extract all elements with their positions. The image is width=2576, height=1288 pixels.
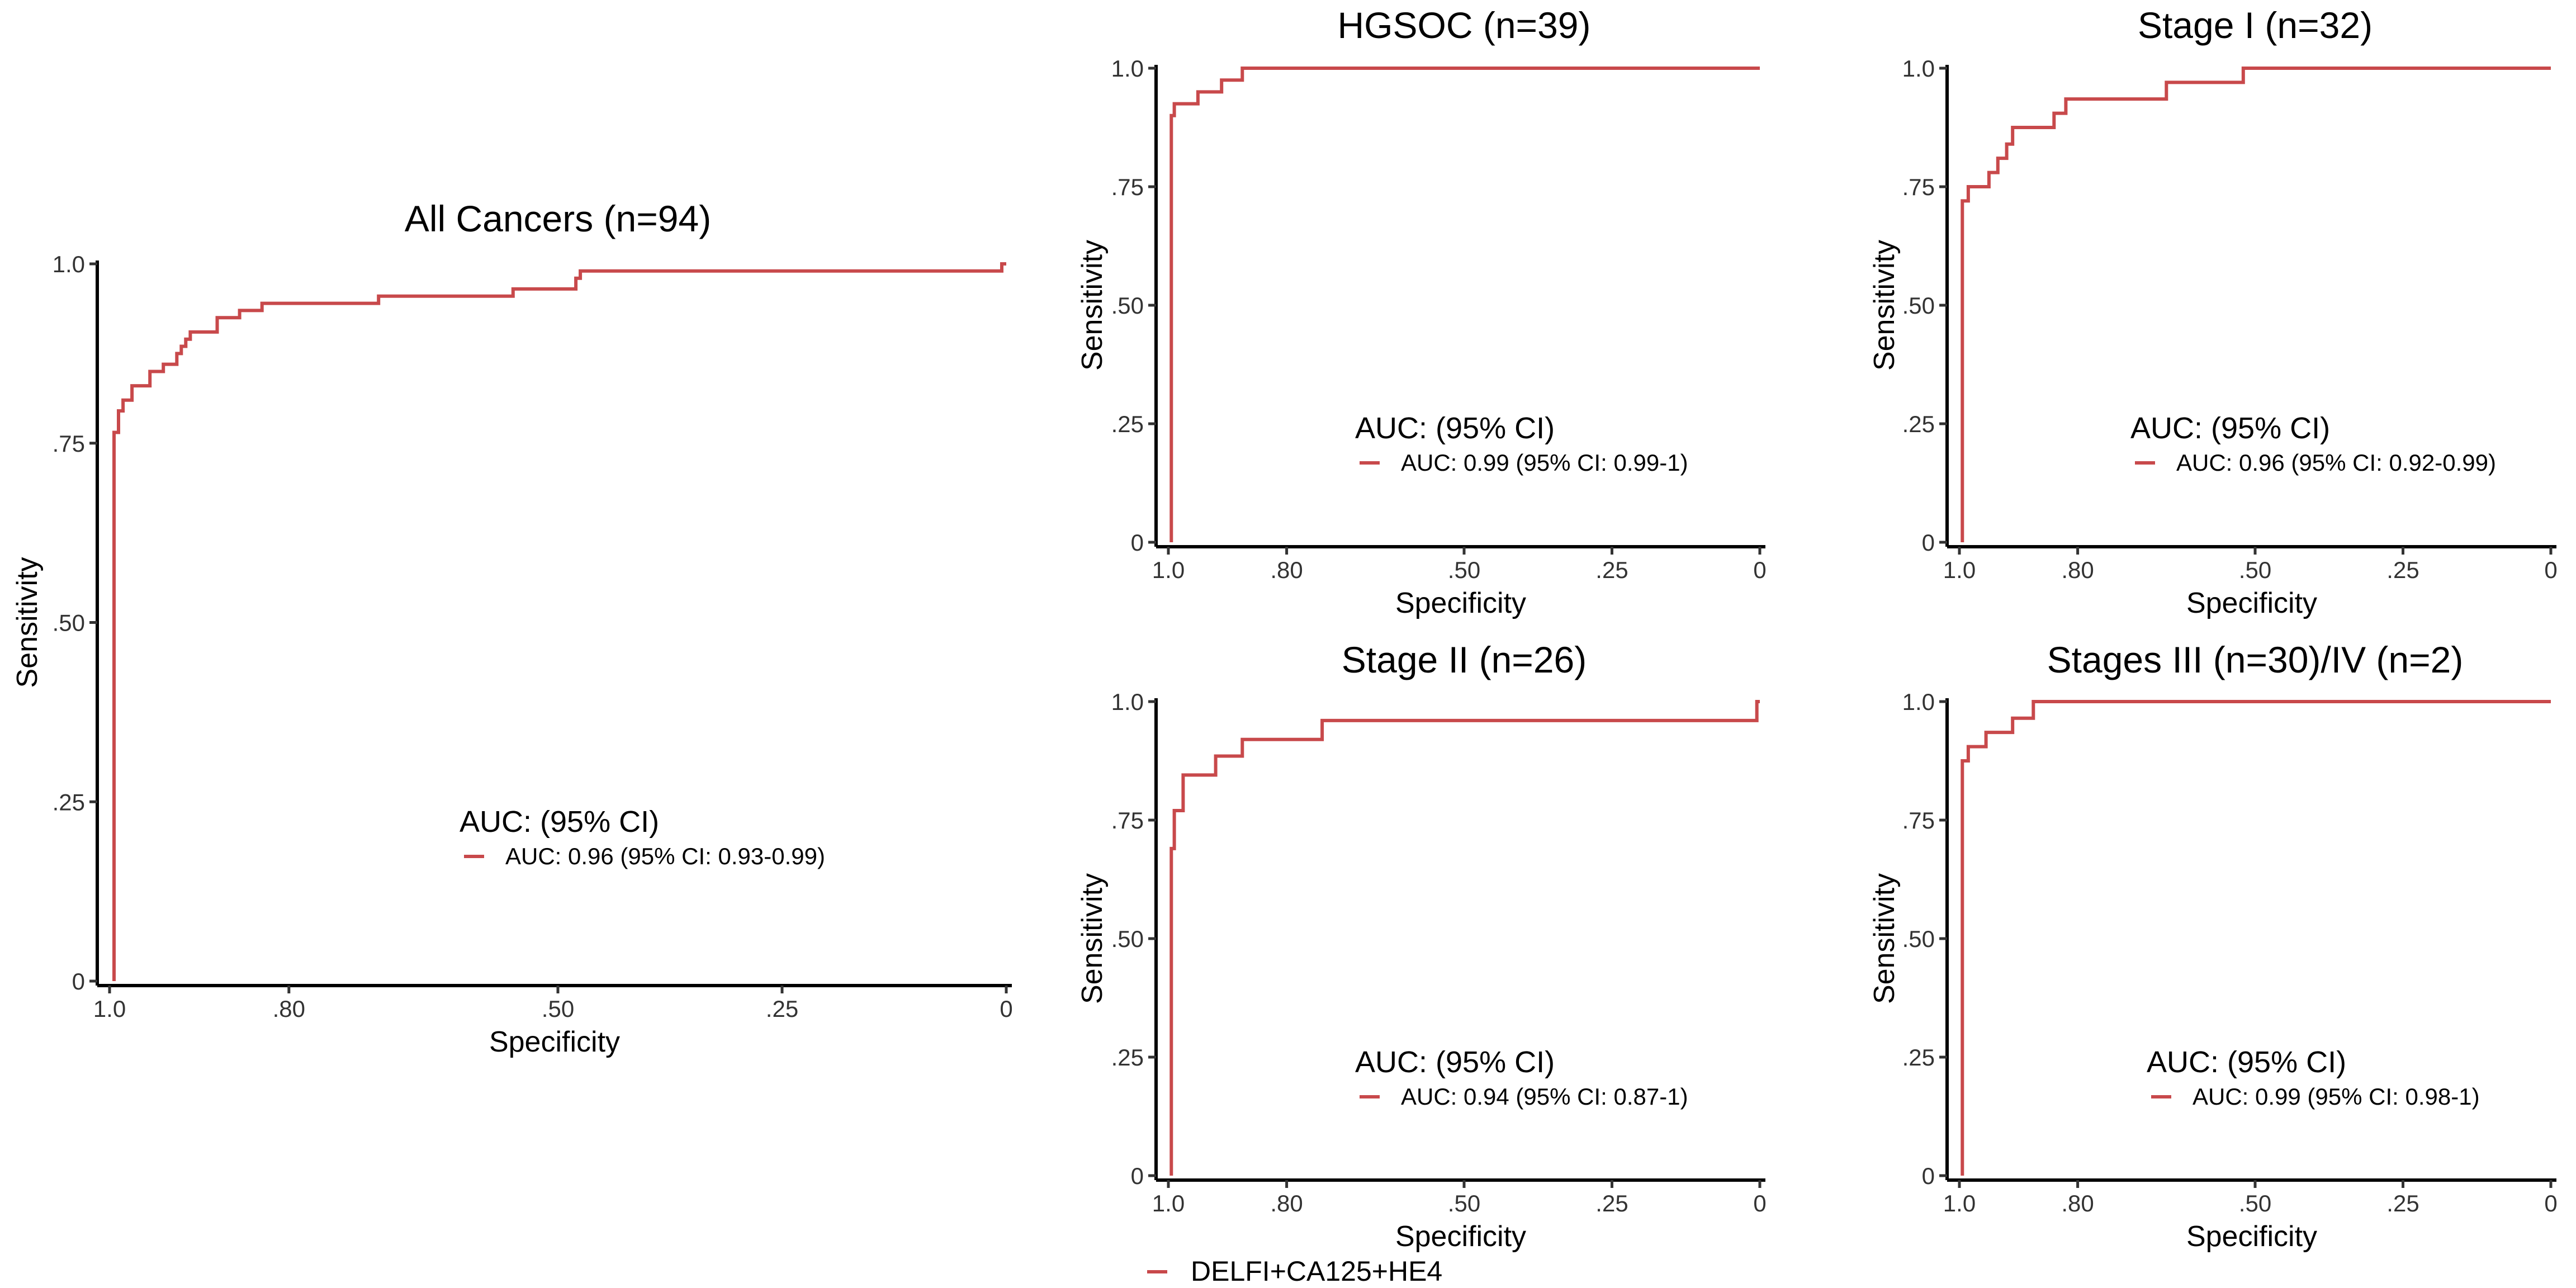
chart-panels: All Cancers (n=94) 0 .25 .50 .75 1.0 1.0 .80 .50…	[11, 4, 2558, 1253]
x-tick-label: .80	[273, 996, 305, 1022]
x-tick-label: .50	[2239, 557, 2271, 583]
y-axis-title: Sensitivity	[11, 557, 44, 688]
legend-item-label: AUC: 0.99 (95% CI: 0.99-1)	[1401, 449, 1688, 476]
chart-title: HGSOC (n=39)	[1338, 4, 1591, 46]
x-tick-label: 0	[2544, 557, 2557, 583]
figure-legend-label: DELFI+CA125+HE4	[1191, 1256, 1442, 1287]
chart-panel: Stage II (n=26) 0 .25 .50 .75 1.0 1.0 .80 .50 .25…	[1076, 639, 1767, 1253]
y-tick-label: 0	[1922, 529, 1935, 556]
legend-item-label: AUC: 0.96 (95% CI: 0.93-0.99)	[505, 843, 825, 869]
x-tick-label: .25	[1595, 1190, 1628, 1216]
legend-item-label: AUC: 0.99 (95% CI: 0.98-1)	[2193, 1083, 2480, 1110]
figure-legend: DELFI+CA125+HE4	[1147, 1256, 1442, 1287]
x-tick-label: .50	[542, 996, 574, 1022]
y-tick-label: .50	[53, 610, 85, 636]
y-tick-label: .25	[53, 789, 85, 815]
y-axis-title: Sensitivity	[1076, 240, 1109, 371]
y-tick-label: .50	[1111, 926, 1144, 952]
y-tick-label: .25	[1902, 1044, 1935, 1071]
y-tick-label: 1.0	[1111, 55, 1144, 82]
roc-curve-line	[1169, 67, 1760, 542]
x-tick-label: 1.0	[1152, 557, 1185, 583]
y-tick-label: .50	[1902, 926, 1935, 952]
y-tick-label: .25	[1111, 411, 1144, 437]
x-tick-label: 1.0	[93, 996, 126, 1022]
x-tick-label: .50	[1448, 557, 1480, 583]
chart-title: Stage II (n=26)	[1342, 639, 1587, 680]
roc-curve-line	[1961, 67, 2551, 542]
x-tick-label: 1.0	[1152, 1190, 1185, 1216]
x-tick-label: .25	[2386, 1190, 2419, 1216]
y-tick-label: 0	[1131, 1163, 1144, 1189]
y-tick-label: .25	[1111, 1044, 1144, 1071]
roc-curve-line	[112, 262, 1006, 981]
y-axis-title: Sensitivity	[1868, 873, 1901, 1004]
y-tick-label: 1.0	[53, 251, 85, 277]
legend-title: AUC: (95% CI)	[1355, 411, 1555, 445]
x-axis-title: Specificity	[1395, 587, 1526, 619]
legend-title: AUC: (95% CI)	[1355, 1045, 1555, 1079]
y-axis-title: Sensitivity	[1076, 873, 1109, 1004]
chart-panel: Stage I (n=32) 0 .25 .50 .75 1.0 1.0 .80 .50 .25 0…	[1868, 4, 2558, 619]
chart-panel: Stages III (n=30)/IV (n=2) 0 .25 .50 .75 1.0 1…	[1868, 639, 2558, 1253]
x-tick-label: .80	[2061, 1190, 2094, 1216]
x-axis-title: Specificity	[2186, 587, 2317, 619]
y-tick-label: .75	[1111, 174, 1144, 200]
roc-curve-line	[1169, 700, 1760, 1176]
y-tick-label: 1.0	[1902, 689, 1935, 715]
x-axis-title: Specificity	[2186, 1220, 2317, 1253]
x-tick-label: .50	[1448, 1190, 1480, 1216]
y-tick-label: 1.0	[1111, 689, 1144, 715]
legend-item-label: AUC: 0.96 (95% CI: 0.92-0.99)	[2176, 449, 2496, 476]
y-tick-label: .50	[1902, 292, 1935, 319]
legend-title: AUC: (95% CI)	[460, 805, 659, 839]
x-tick-label: .25	[1595, 557, 1628, 583]
chart-title: All Cancers (n=94)	[405, 198, 711, 239]
legend-item-label: AUC: 0.94 (95% CI: 0.87-1)	[1401, 1083, 1688, 1110]
x-tick-label: .25	[766, 996, 798, 1022]
chart-panel: HGSOC (n=39) 0 .25 .50 .75 1.0 1.0 .80 .50 .25 0 Sp…	[1076, 4, 1767, 619]
y-axis-title: Sensitivity	[1868, 240, 1901, 371]
y-tick-label: .75	[1111, 807, 1144, 834]
chart-title: Stages III (n=30)/IV (n=2)	[2047, 639, 2464, 680]
y-tick-label: 0	[1922, 1163, 1935, 1189]
legend-title: AUC: (95% CI)	[2130, 411, 2330, 445]
y-tick-label: 0	[72, 968, 85, 995]
y-tick-label: 0	[1131, 529, 1144, 556]
x-tick-label: 0	[1753, 557, 1766, 583]
x-axis-title: Specificity	[1395, 1220, 1526, 1253]
legend-title: AUC: (95% CI)	[2147, 1045, 2346, 1079]
x-tick-label: 1.0	[1943, 557, 1976, 583]
y-tick-label: .75	[1902, 174, 1935, 200]
chart-panel: All Cancers (n=94) 0 .25 .50 .75 1.0 1.0 .80 .50…	[11, 198, 1013, 1058]
x-tick-label: .80	[1270, 557, 1303, 583]
roc-curve-line	[1961, 700, 2551, 1176]
chart-title: Stage I (n=32)	[2138, 4, 2373, 46]
y-tick-label: 1.0	[1902, 55, 1935, 82]
y-tick-label: .75	[53, 430, 85, 457]
x-tick-label: .25	[2386, 557, 2419, 583]
y-tick-label: .25	[1902, 411, 1935, 437]
x-tick-label: 0	[2544, 1190, 2557, 1216]
x-axis-title: Specificity	[489, 1026, 620, 1058]
x-tick-label: .80	[2061, 557, 2094, 583]
y-tick-label: .50	[1111, 292, 1144, 319]
x-tick-label: 0	[1000, 996, 1012, 1022]
x-tick-label: .80	[1270, 1190, 1303, 1216]
x-tick-label: .50	[2239, 1190, 2271, 1216]
y-tick-label: .75	[1902, 807, 1935, 834]
x-tick-label: 1.0	[1943, 1190, 1976, 1216]
x-tick-label: 0	[1753, 1190, 1766, 1216]
